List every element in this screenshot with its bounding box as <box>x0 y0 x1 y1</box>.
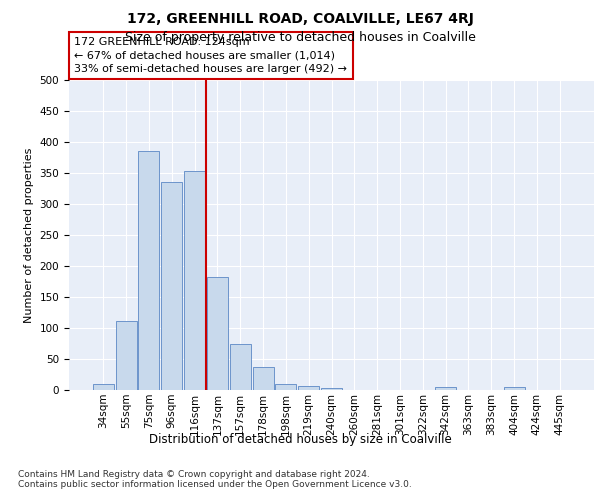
Bar <box>93 384 114 390</box>
Bar <box>435 387 456 390</box>
Bar <box>253 367 274 390</box>
Bar <box>503 387 524 390</box>
Bar <box>161 182 182 390</box>
Text: Distribution of detached houses by size in Coalville: Distribution of detached houses by size … <box>149 432 451 446</box>
Bar <box>275 384 296 390</box>
Text: Contains HM Land Registry data © Crown copyright and database right 2024.
Contai: Contains HM Land Registry data © Crown c… <box>18 470 412 490</box>
Bar <box>207 276 228 390</box>
Bar <box>139 152 160 390</box>
Bar <box>184 171 205 390</box>
Text: Size of property relative to detached houses in Coalville: Size of property relative to detached ho… <box>125 31 475 44</box>
Bar <box>298 386 319 390</box>
Bar <box>116 320 137 390</box>
Text: 172 GREENHILL ROAD: 124sqm
← 67% of detached houses are smaller (1,014)
33% of s: 172 GREENHILL ROAD: 124sqm ← 67% of deta… <box>74 38 347 74</box>
Bar <box>230 344 251 390</box>
Y-axis label: Number of detached properties: Number of detached properties <box>24 148 34 322</box>
Bar <box>321 388 342 390</box>
Text: 172, GREENHILL ROAD, COALVILLE, LE67 4RJ: 172, GREENHILL ROAD, COALVILLE, LE67 4RJ <box>127 12 473 26</box>
